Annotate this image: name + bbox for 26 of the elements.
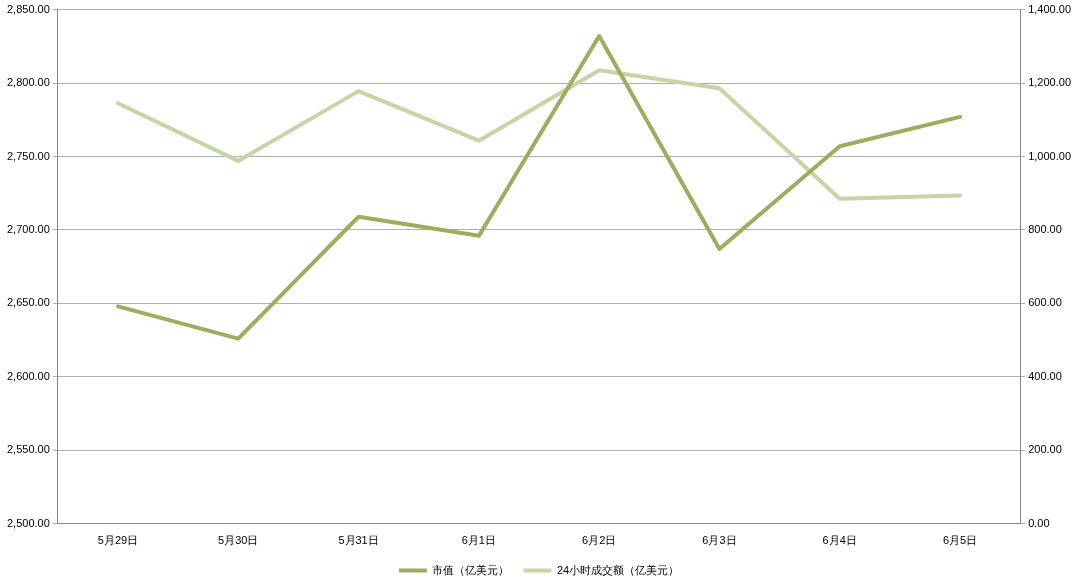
- legend-label: 市值（亿美元）: [432, 563, 510, 576]
- y-tick-label: 2,750.00: [6, 149, 50, 162]
- x-tick-label: 6月1日: [461, 534, 496, 547]
- y-tick-label: 2,500.00: [6, 516, 50, 529]
- y2-tick-label: 800.00: [1028, 223, 1062, 235]
- y-tick-label: 2,700.00: [6, 223, 50, 235]
- y2-tick-label: 1,200.00: [1028, 76, 1072, 89]
- y-tick-label: 2,650.00: [6, 296, 50, 309]
- x-tick-label: 6月5日: [942, 534, 978, 547]
- y-tick-label: 2,600.00: [6, 369, 50, 382]
- x-tick-label: 5月31日: [338, 534, 379, 547]
- x-tick-label: 6月3日: [702, 534, 737, 547]
- y-tick-label: 2,800.00: [6, 76, 50, 89]
- x-tick-label: 5月30日: [218, 534, 259, 547]
- x-tick-label: 5月29日: [97, 534, 139, 547]
- y-tick-label: 2,550.00: [6, 443, 50, 456]
- y2-tick-label: 200.00: [1028, 443, 1062, 456]
- y2-tick-label: 600.00: [1028, 296, 1062, 309]
- y2-tick-label: 1,000.00: [1028, 149, 1072, 162]
- x-tick-label: 6月4日: [822, 534, 857, 547]
- x-tick-label: 6月2日: [582, 534, 617, 547]
- legend-label: 24小时成交额（亿美元）: [556, 563, 680, 576]
- y-tick-label: 2,850.00: [6, 2, 50, 15]
- y2-tick-label: 1,400.00: [1028, 2, 1072, 15]
- y2-tick-label: 0.00: [1028, 516, 1050, 529]
- y2-tick-label: 400.00: [1028, 369, 1062, 382]
